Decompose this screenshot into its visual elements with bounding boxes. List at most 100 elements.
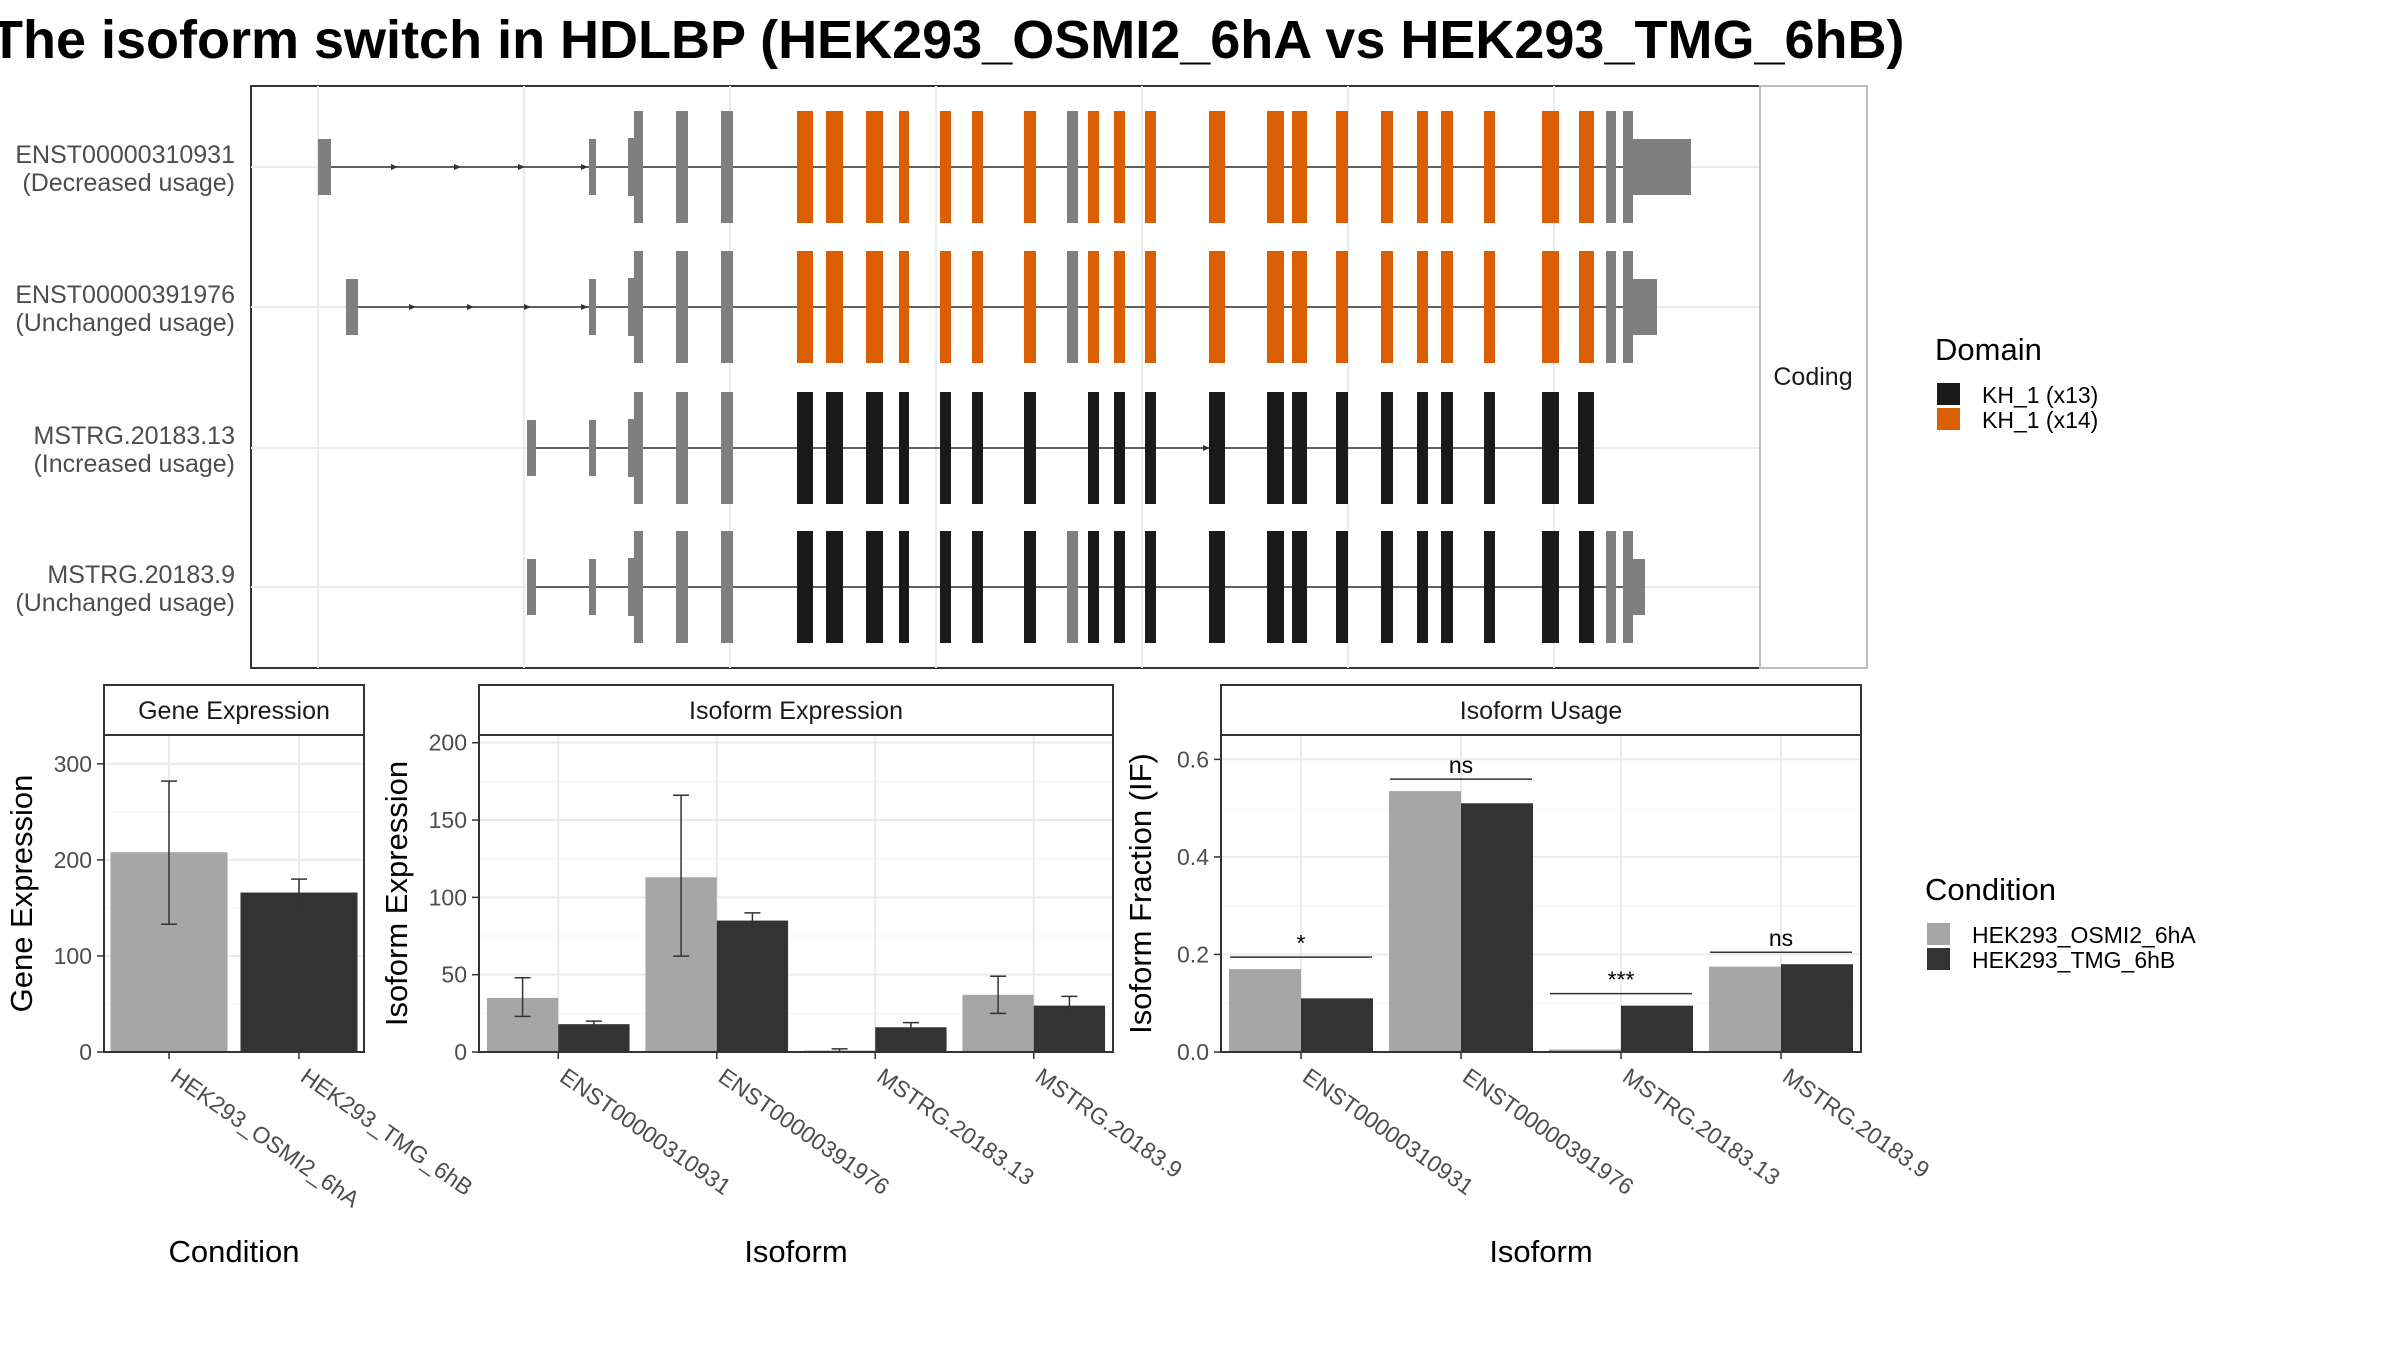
- coding-exon: [899, 251, 909, 363]
- coding-exon: [1336, 531, 1348, 643]
- y-tick-label: 0.4: [1177, 844, 1209, 870]
- y-tick-label: 200: [54, 847, 92, 873]
- utr-exon: [589, 559, 596, 615]
- plot-border: [478, 734, 1114, 1053]
- coding-exon: [1623, 531, 1633, 643]
- coding-exon: [1417, 251, 1428, 363]
- condition-legend-label: HEK293_TMG_6hB: [1972, 947, 2175, 973]
- bar: [716, 920, 789, 1052]
- coding-exon: [676, 392, 688, 504]
- x-tick-label: ENST00000310931: [1298, 1063, 1478, 1200]
- coding-exon: [1417, 531, 1428, 643]
- utr-exon: [589, 279, 596, 335]
- x-tick-label: MSTRG.20183.9: [1031, 1063, 1187, 1183]
- coding-exon: [797, 111, 813, 223]
- x-tick-label: MSTRG.20183.13: [872, 1063, 1039, 1191]
- coding-exon: [1067, 531, 1078, 643]
- utr-exon: [628, 278, 634, 336]
- y-axis-title: Isoform Fraction (IF): [1123, 753, 1158, 1034]
- coding-exon: [1267, 531, 1284, 643]
- facet-strip-label: Isoform Usage: [1460, 697, 1623, 725]
- coding-exon: [634, 251, 643, 363]
- strand-arrow-icon: [581, 164, 588, 170]
- coding-exon: [797, 531, 813, 643]
- coding-exon: [1114, 392, 1125, 504]
- coding-exon: [1088, 251, 1099, 363]
- coding-exon: [1145, 392, 1156, 504]
- coding-exon: [826, 251, 843, 363]
- domain-legend-label: KH_1 (x14): [1982, 407, 2098, 433]
- transcript-structure-panel: Coding ENST00000310931(Decreased usage) EN…: [15, 85, 1868, 669]
- condition-legend-title: Condition: [1925, 872, 2056, 907]
- y-tick-label: 150: [429, 807, 467, 833]
- coding-exon: [899, 531, 909, 643]
- coding-exon: [899, 392, 909, 504]
- coding-exon: [1145, 251, 1156, 363]
- condition-legend-swatch: [1927, 948, 1950, 970]
- coding-exon: [1484, 531, 1495, 643]
- coding-exon: [797, 392, 813, 504]
- y-axis-title: Gene Expression: [4, 775, 39, 1013]
- strand-arrow-icon: [1203, 445, 1210, 451]
- coding-exon: [940, 251, 951, 363]
- coding-exon: [1088, 111, 1099, 223]
- domain-legend-title: Domain: [1935, 332, 2042, 367]
- coding-exon: [676, 251, 688, 363]
- transcript-id-label: ENST00000310931: [15, 141, 235, 169]
- coding-exon: [1381, 251, 1393, 363]
- utr-exon: [628, 558, 634, 616]
- x-tick-label: ENST00000391976: [714, 1063, 894, 1200]
- transcript-usage-label: (Unchanged usage): [15, 589, 235, 617]
- bar: [240, 892, 358, 1052]
- facet-strip: [103, 684, 365, 736]
- coding-exon: [1606, 531, 1616, 643]
- transcript-usage-label: (Increased usage): [33, 450, 235, 478]
- strand-arrow-icon: [454, 164, 461, 170]
- coding-exon: [866, 251, 883, 363]
- gene-expression-chart: Gene Expression0100200300HEK293_OSMI2_6h…: [4, 684, 478, 1269]
- coding-exon: [1336, 111, 1348, 223]
- bar: [1301, 998, 1373, 1052]
- coding-exon: [1267, 111, 1284, 223]
- bar: [1229, 969, 1301, 1052]
- coding-exon: [721, 111, 733, 223]
- coding-exon: [1209, 531, 1225, 643]
- coding-exon: [1484, 392, 1495, 504]
- y-tick-label: 200: [429, 730, 467, 756]
- strand-arrow-icon: [467, 304, 474, 310]
- utr-exon: [589, 420, 596, 476]
- coding-exon: [1441, 251, 1453, 363]
- coding-exon: [1441, 111, 1453, 223]
- coding-exon: [676, 531, 688, 643]
- coding-exon: [1067, 111, 1078, 223]
- transcript-id-label: ENST00000391976: [15, 281, 235, 309]
- coding-exon: [940, 111, 951, 223]
- coding-exon: [1292, 392, 1307, 504]
- coding-exon: [676, 111, 688, 223]
- coding-exon: [866, 392, 883, 504]
- coding-exon: [1267, 392, 1284, 504]
- strand-arrow-icon: [409, 304, 416, 310]
- condition-legend-label: HEK293_OSMI2_6hA: [1972, 922, 2196, 948]
- coding-exon: [1088, 392, 1099, 504]
- bar: [1389, 791, 1461, 1052]
- coding-exon: [1381, 392, 1393, 504]
- coding-exon: [1441, 531, 1453, 643]
- significance-label: ns: [1769, 925, 1793, 951]
- y-tick-label: 100: [54, 943, 92, 969]
- structure-plot-area: [250, 85, 1761, 669]
- significance-label: ns: [1449, 752, 1473, 778]
- coding-exon: [1381, 531, 1393, 643]
- utr-exon: [589, 139, 596, 195]
- coding-exon: [1542, 251, 1559, 363]
- coding-exon: [1145, 111, 1156, 223]
- coding-exon: [1114, 531, 1125, 643]
- x-tick-label: MSTRG.20183.13: [1618, 1063, 1785, 1191]
- y-tick-label: 300: [54, 751, 92, 777]
- bar: [1781, 964, 1853, 1052]
- coding-exon: [1579, 111, 1594, 223]
- coding-exon: [826, 111, 843, 223]
- coding-exon: [1024, 251, 1036, 363]
